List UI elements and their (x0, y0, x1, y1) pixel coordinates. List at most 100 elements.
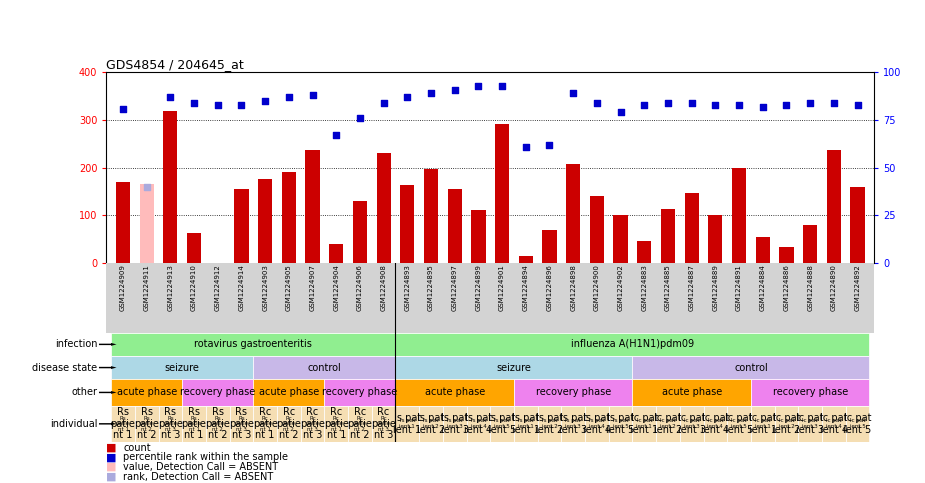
Text: Is pat
ient 4: Is pat ient 4 (583, 413, 610, 435)
Text: Rc
patie
nt 3: Rc patie nt 3 (300, 407, 325, 440)
Text: Rs
patie
nt 1: Rs patie nt 1 (116, 415, 130, 432)
Point (140, 183, 154, 190)
Bar (229, 406, 253, 442)
Bar (656, 406, 680, 442)
Text: Is pat
ient 5: Is pat ient 5 (488, 413, 516, 435)
Point (352, 114, 367, 122)
Bar (325, 406, 348, 442)
Bar (637, 242, 651, 263)
Text: Rc
patie
nt 2: Rc patie nt 2 (282, 415, 296, 432)
Text: disease state: disease state (32, 363, 97, 372)
Text: Rc
patie
nt 3: Rc patie nt 3 (371, 407, 396, 440)
Text: GSM1224912: GSM1224912 (215, 264, 221, 311)
Text: control: control (307, 363, 341, 372)
Text: ■: ■ (106, 471, 117, 482)
Bar (253, 406, 277, 442)
Point (163, 93, 178, 101)
Point (328, 131, 343, 139)
Bar (305, 150, 320, 263)
Text: Ic pat
ient 5: Ic pat ient 5 (844, 413, 871, 435)
Bar (633, 406, 656, 442)
Text: Rs
patie
nt 3: Rs patie nt 3 (158, 407, 183, 440)
Bar (111, 379, 182, 406)
Text: Rs
patie
nt 2: Rs patie nt 2 (140, 415, 154, 432)
Bar (585, 406, 609, 442)
Point (708, 101, 722, 109)
Bar (111, 356, 253, 379)
Bar (798, 406, 822, 442)
Bar (684, 193, 698, 263)
Bar (609, 406, 633, 442)
Text: GSM1224914: GSM1224914 (239, 264, 244, 311)
Text: Ic pat
ient 4: Ic pat ient 4 (708, 418, 723, 429)
Bar (325, 379, 396, 406)
Text: individual: individual (50, 419, 97, 429)
Bar (466, 406, 490, 442)
Bar (187, 233, 201, 263)
Bar (633, 356, 870, 379)
Bar (396, 333, 870, 356)
Text: count: count (123, 442, 151, 453)
Text: GSM1224909: GSM1224909 (120, 264, 126, 311)
Text: Rc
patie
nt 1: Rc patie nt 1 (253, 407, 278, 440)
Text: Is pat
ient 3: Is pat ient 3 (565, 418, 581, 429)
Text: Is pat
ient 3: Is pat ient 3 (440, 413, 469, 435)
Bar (751, 406, 774, 442)
Point (210, 101, 225, 109)
Text: GSM1224897: GSM1224897 (451, 264, 458, 311)
Point (850, 101, 865, 109)
Text: Rc
patie
nt 1: Rc patie nt 1 (258, 415, 272, 432)
Point (187, 99, 202, 107)
Point (803, 99, 818, 107)
Text: acute phase: acute phase (425, 387, 485, 398)
Point (826, 99, 841, 107)
Point (400, 93, 414, 101)
Text: GSM1224892: GSM1224892 (855, 264, 860, 311)
Text: GSM1224890: GSM1224890 (831, 264, 837, 311)
Point (495, 82, 510, 90)
Bar (519, 256, 533, 263)
Bar (633, 406, 656, 442)
Text: Ic pat
ient 2: Ic pat ient 2 (654, 413, 682, 435)
Text: GSM1224901: GSM1224901 (500, 264, 505, 311)
Bar (537, 406, 561, 442)
Bar (704, 406, 727, 442)
Text: GSM1224886: GSM1224886 (783, 264, 789, 311)
Bar (448, 189, 462, 263)
Bar (396, 406, 419, 442)
Bar (301, 406, 325, 442)
Point (116, 105, 130, 113)
Text: control: control (734, 363, 768, 372)
Bar (680, 406, 704, 442)
Text: infection: infection (55, 340, 97, 349)
Text: Rs
patie
nt 2: Rs patie nt 2 (211, 415, 225, 432)
Bar (633, 379, 751, 406)
Point (613, 109, 628, 116)
Bar (590, 196, 604, 263)
Bar (537, 406, 561, 442)
Point (660, 99, 675, 107)
Bar (396, 356, 633, 379)
Text: Rc
patie
nt 1: Rc patie nt 1 (324, 407, 349, 440)
Text: GSM1224888: GSM1224888 (808, 264, 813, 311)
Text: Is pat
ient 5: Is pat ient 5 (607, 413, 635, 435)
Bar (774, 406, 798, 442)
Bar (656, 406, 680, 442)
Bar (301, 406, 325, 442)
Text: Rs
patie
nt 1: Rs patie nt 1 (110, 407, 135, 440)
Point (518, 143, 533, 151)
Text: seizure: seizure (165, 363, 200, 372)
Text: Ic pat
ient 4: Ic pat ient 4 (826, 418, 842, 429)
Text: Is pat
ient 4: Is pat ient 4 (464, 413, 492, 435)
Point (779, 101, 794, 109)
Text: Rc
patie
nt 2: Rc patie nt 2 (348, 407, 373, 440)
Text: ■: ■ (106, 442, 117, 453)
Bar (585, 406, 609, 442)
Bar (277, 406, 301, 442)
Point (566, 89, 581, 97)
Bar (490, 406, 514, 442)
Bar (372, 406, 396, 442)
Text: Is pat
ient 3: Is pat ient 3 (447, 418, 462, 429)
Text: Rs
patie
nt 3: Rs patie nt 3 (164, 415, 178, 432)
Text: GSM1224895: GSM1224895 (428, 264, 434, 311)
